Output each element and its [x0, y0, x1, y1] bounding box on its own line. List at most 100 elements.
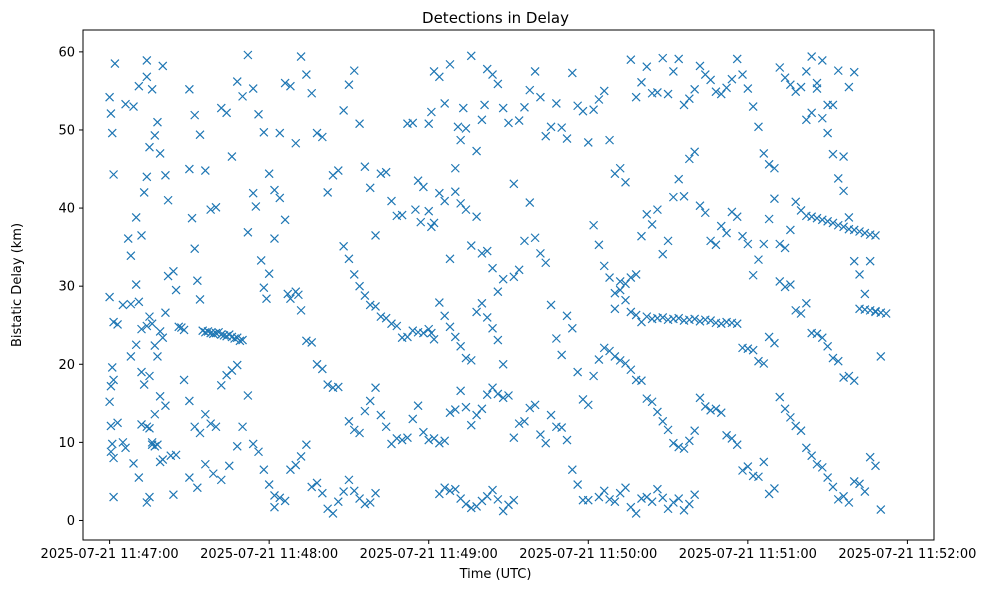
data-point	[456, 341, 466, 351]
data-point	[200, 459, 210, 469]
data-point	[109, 453, 119, 463]
data-point	[759, 148, 769, 158]
data-point	[828, 482, 838, 492]
data-point	[674, 494, 684, 504]
data-point	[216, 475, 226, 485]
data-point	[488, 323, 497, 333]
data-point	[642, 62, 652, 72]
data-point	[184, 164, 194, 174]
data-point	[333, 497, 343, 507]
data-point	[615, 285, 625, 295]
data-point	[410, 205, 420, 215]
data-point	[743, 84, 753, 94]
data-point	[855, 227, 864, 236]
data-point	[440, 483, 450, 493]
data-point	[434, 489, 444, 499]
data-point	[248, 439, 258, 449]
data-point	[118, 300, 128, 310]
data-point	[355, 119, 364, 129]
data-point	[216, 330, 226, 340]
data-point	[171, 450, 181, 460]
data-point	[155, 391, 165, 401]
data-point	[203, 327, 213, 336]
data-point	[259, 127, 269, 137]
data-point	[283, 289, 293, 299]
data-point	[106, 447, 116, 457]
data-point	[759, 239, 769, 249]
data-point	[227, 152, 237, 161]
data-point	[349, 425, 359, 435]
data-point	[424, 324, 434, 334]
data-point	[743, 344, 753, 354]
data-point	[770, 194, 779, 204]
data-point	[137, 367, 146, 377]
data-point	[785, 80, 795, 90]
data-point	[605, 135, 614, 145]
data-point	[679, 444, 689, 454]
data-point	[365, 300, 375, 310]
data-point	[684, 154, 694, 164]
data-point	[466, 241, 476, 250]
data-point	[243, 391, 253, 400]
data-point	[339, 241, 349, 251]
data-point	[307, 337, 317, 347]
data-point	[145, 492, 154, 502]
data-point	[328, 509, 338, 518]
data-point	[706, 316, 716, 325]
data-point	[663, 425, 673, 435]
data-point	[286, 81, 295, 91]
data-point	[647, 397, 657, 407]
data-point	[232, 360, 242, 370]
data-point	[621, 359, 630, 368]
data-point	[509, 179, 519, 189]
y-axis-title: Bistatic Delay (km)	[10, 223, 25, 347]
data-point	[142, 498, 152, 507]
data-point	[637, 231, 646, 241]
data-point	[456, 198, 466, 208]
data-point	[631, 310, 641, 320]
x-tick-label: 2025-07-21 11:52:00	[838, 547, 976, 562]
data-point	[291, 460, 301, 470]
data-point	[158, 61, 168, 71]
data-point	[482, 312, 492, 322]
data-point	[179, 325, 189, 335]
data-point	[147, 319, 157, 329]
data-point	[147, 437, 157, 447]
data-point	[142, 422, 152, 432]
data-point	[145, 312, 154, 322]
data-point	[599, 343, 609, 353]
data-point	[599, 86, 609, 96]
data-point	[371, 383, 380, 393]
data-point	[200, 409, 210, 419]
data-point	[150, 409, 160, 419]
data-point	[498, 506, 508, 516]
plot-area	[82, 29, 935, 541]
data-point	[360, 406, 370, 416]
data-point	[424, 206, 434, 216]
data-point	[333, 382, 343, 392]
data-point	[461, 205, 471, 215]
data-point	[700, 402, 710, 411]
data-point	[722, 228, 731, 238]
data-point	[426, 107, 436, 117]
data-point	[109, 170, 119, 179]
data-point	[424, 435, 434, 445]
data-point	[163, 195, 173, 205]
data-point	[844, 82, 854, 92]
data-point	[599, 261, 609, 271]
data-point	[738, 70, 747, 79]
data-point	[184, 84, 194, 94]
data-point	[796, 309, 806, 318]
data-point	[817, 333, 827, 343]
data-point	[775, 392, 785, 402]
data-point	[759, 359, 769, 368]
data-point	[716, 408, 726, 418]
data-point	[450, 187, 460, 197]
data-point	[551, 334, 561, 343]
data-point	[371, 488, 380, 498]
data-point	[780, 243, 790, 253]
data-point	[190, 244, 200, 254]
data-point	[754, 255, 763, 265]
data-point	[770, 163, 779, 173]
data-point	[121, 99, 130, 109]
